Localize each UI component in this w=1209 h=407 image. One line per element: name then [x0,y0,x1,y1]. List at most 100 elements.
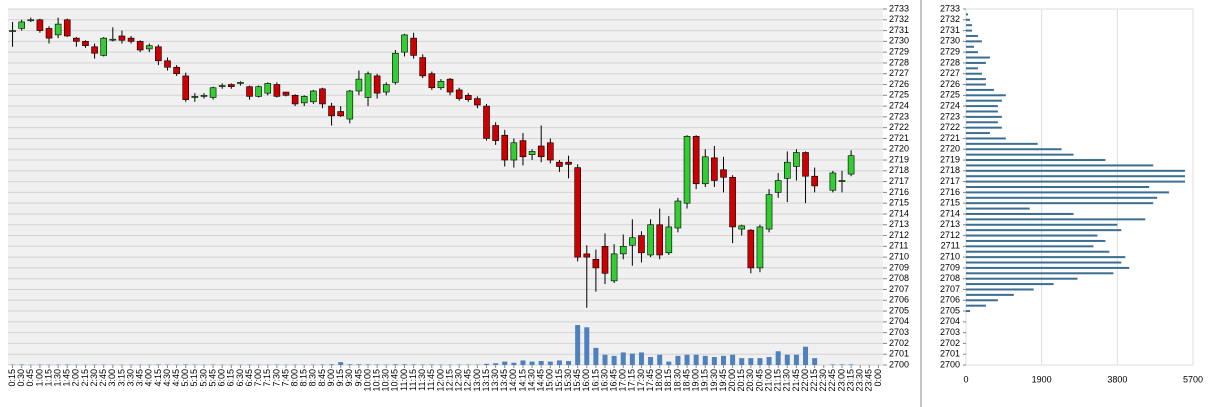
y-tick-label: 2709 [940,262,960,272]
profile-bar [966,121,998,124]
y-tick-label: 2711 [889,241,908,251]
x-tick-label: 0:45 [25,369,35,387]
candle-body [492,125,499,141]
x-tick-label: 14:30 [526,369,536,392]
candle-body [164,60,171,68]
y-tick-label: 2719 [940,154,960,164]
volume-bar [720,355,726,365]
candle-body [720,169,727,178]
x-tick-label: 21:00 [763,369,773,392]
candle-body [382,84,390,93]
x-tick-label: 17:15 [627,369,637,392]
profile-bar [966,229,1122,232]
y-tick-label: 2705 [940,305,960,315]
candle-body [54,23,62,36]
x-tick-label: 21:15 [773,369,783,392]
x-tick-label: 6:15 [226,369,236,387]
x-tick-label: 7:00 [253,369,263,387]
y-tick-label: 2710 [940,251,960,261]
x-tick-label: 16:45 [608,369,618,392]
volume-bar [401,364,407,365]
profile-bar [966,72,982,75]
x-tick-label: 10:30 [381,369,391,392]
profile-bar [966,88,994,91]
volume-bar [793,354,799,365]
x-tick-label: 19:00 [691,369,701,392]
profile-bar [966,51,978,54]
profile-bar [966,186,1150,188]
profile-bar [966,212,1074,215]
x-tick-label: 19:30 [709,369,719,392]
x-tick-label: 22:15 [809,369,819,392]
candle-body [692,135,700,185]
candle-body [410,37,417,56]
y-tick-label: 2732 [940,14,960,24]
x-tick-label: 16:15 [590,369,600,392]
y-tick-label: 2723 [889,111,909,121]
candle-body [36,19,44,31]
profile-bar [966,142,1038,145]
x-tick-label: 22:30 [818,369,828,392]
x-tick-label: 15:30 [563,369,573,392]
x-tick-label: 4:00 [144,369,154,387]
volume-bar [812,358,818,365]
candle-body [793,152,800,167]
x-tick-label: 13:00 [472,369,482,392]
profile-bar [966,126,1002,129]
profile-bar [966,283,1054,286]
volume-bar [638,352,644,365]
profile-bar [966,34,978,37]
profile-bar [966,304,986,307]
x-tick-label: 8:45 [317,369,327,387]
y-tick-label: 2727 [940,68,960,78]
volume-bar [775,351,781,365]
profile-bar [966,266,1130,269]
x-tick-label: 22:00 [800,369,810,392]
volume-bar [648,357,654,365]
candle-body [474,98,481,106]
profile-bar [966,250,1110,253]
y-tick-label: 2712 [940,230,960,240]
x-tick-label: 13:15 [481,369,491,392]
x-tick-label: 4:30 [162,369,172,387]
profile-bar [966,29,972,32]
profile-bar [966,234,1098,237]
candle-body [537,145,545,158]
volume-bar [347,364,353,365]
profile-bar [966,24,972,27]
candle-body [300,96,308,104]
y-tick-label: 2713 [889,219,909,229]
volume-bar [620,352,626,365]
y-tick-label: 2733 [940,3,960,13]
x-tick-label: 1:15 [43,369,53,387]
x-tick-label: 7:30 [271,369,281,387]
candle-body [519,140,527,158]
volume-bar [693,354,699,365]
candle-body [127,37,135,42]
x-tick-label: 11:00 [399,369,409,391]
y-tick-label: 2716 [889,187,909,197]
candle-body [145,45,153,50]
candle-body [638,235,645,254]
x-tick-label: 11:30 [417,369,427,391]
y-tick-label: 2701 [889,349,909,359]
volume-bar [711,357,717,365]
candle-body [173,66,180,75]
candle-body [18,21,25,29]
volume-bar [684,354,690,365]
x-tick-label: 6:00 [217,369,227,387]
profile-bar [966,169,1186,172]
profile-bar [966,148,1062,151]
x-tick-label: 8:30 [308,369,318,387]
volume-bar [365,364,371,365]
x-tick-label: 13:30 [490,369,500,392]
candle-body [91,46,98,54]
candle-body [109,38,117,41]
volume-bar [538,361,544,365]
x-tick-label: 9:30 [344,369,354,387]
x-tick-label: 19:15 [700,369,710,392]
y-tick-label: 2709 [889,262,909,272]
y-tick-label: 2722 [940,122,960,132]
x-tick-label: 20:45 [754,369,764,392]
